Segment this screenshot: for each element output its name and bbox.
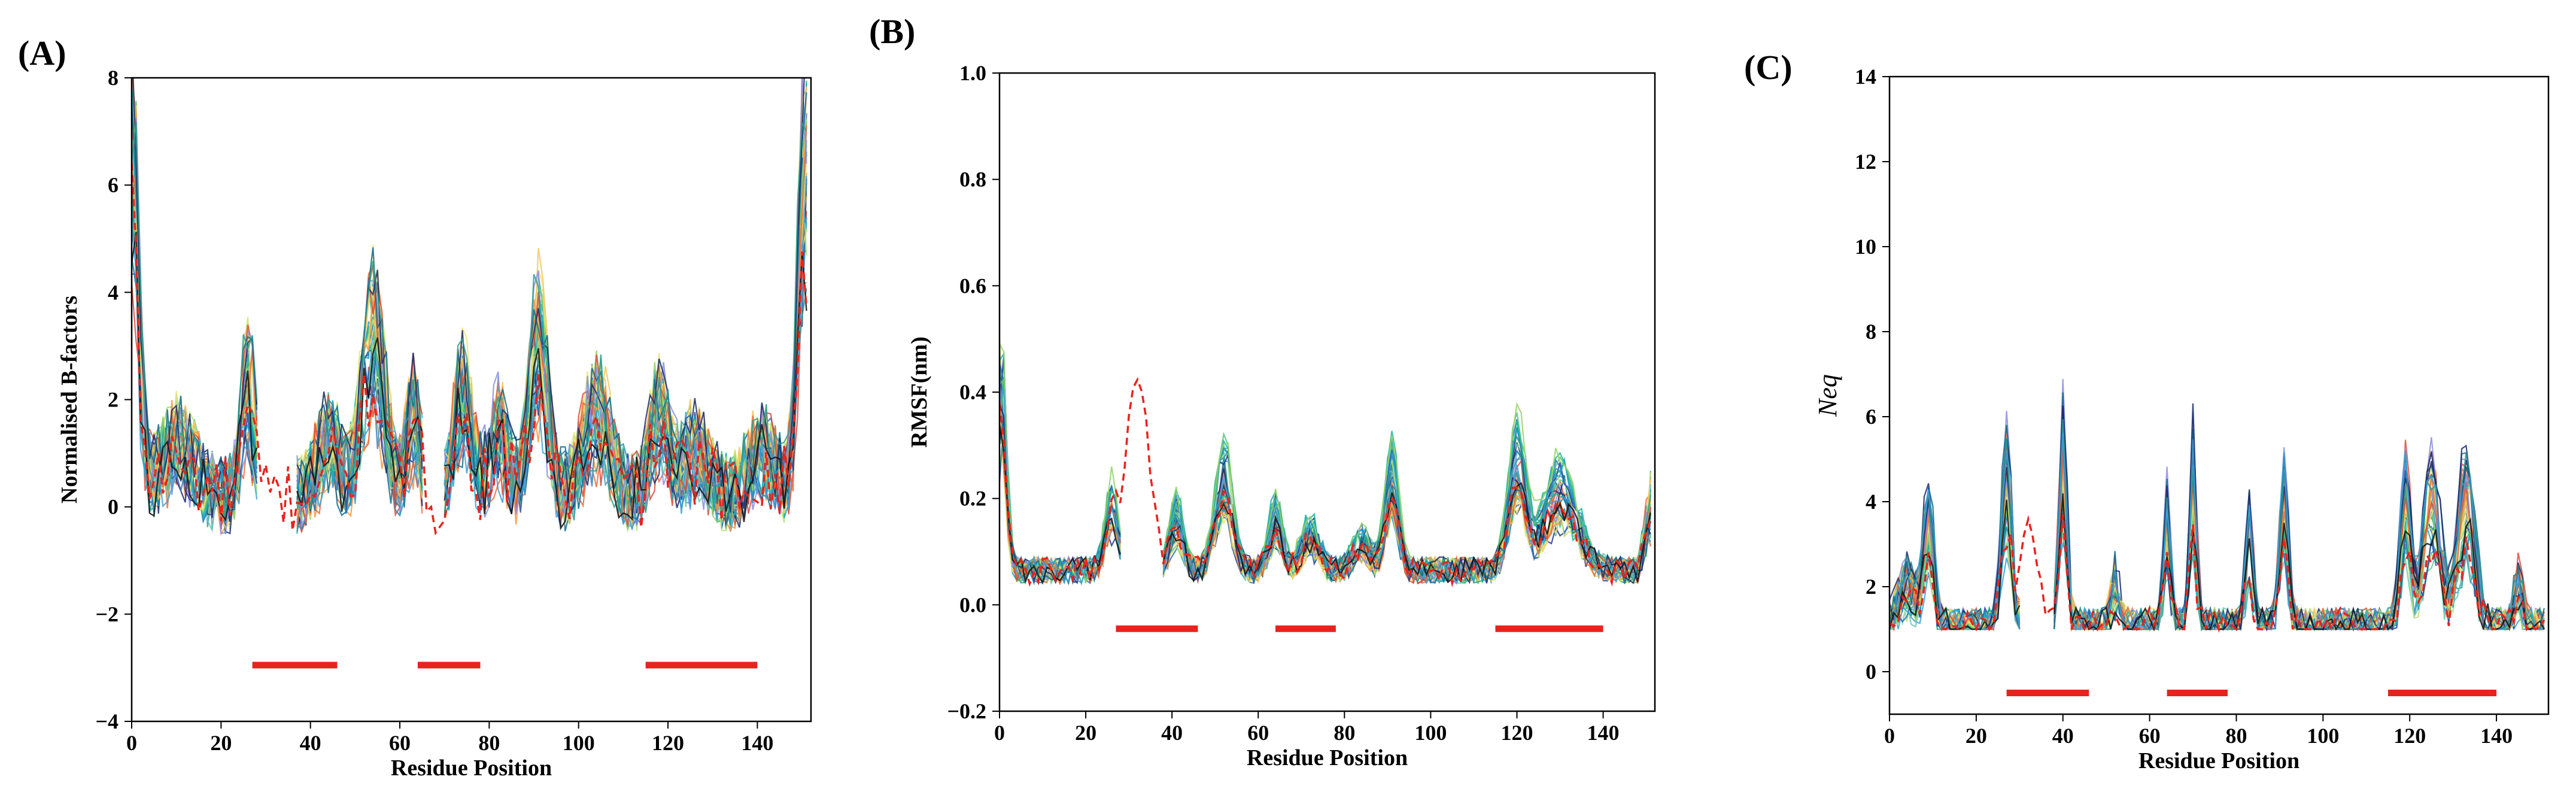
- x-tick-label: 80: [2225, 724, 2247, 748]
- x-tick-label: 60: [2139, 724, 2161, 748]
- series-line: [1000, 339, 1651, 586]
- x-tick-label: 20: [1966, 724, 1987, 748]
- y-tick-label: 4: [1866, 490, 1876, 514]
- y-tick-label: 2: [1866, 575, 1876, 599]
- plot-frame: [998, 72, 1656, 712]
- y-tick-label: 8: [1866, 320, 1876, 344]
- series-group: [1000, 339, 1652, 588]
- x-tick-label: 100: [1414, 721, 1447, 745]
- reference-series-line: [132, 163, 808, 536]
- x-tick-label: 60: [389, 731, 411, 755]
- x-tick-label: 20: [1075, 721, 1096, 745]
- y-tick-label: 2: [108, 388, 119, 412]
- x-tick-label: 40: [2052, 724, 2074, 748]
- x-tick-label: 0: [994, 721, 1005, 745]
- y-axis-title: RMSF(nm): [907, 336, 932, 448]
- x-axis-title: Residue Position: [1247, 745, 1408, 770]
- reference-series-line: [1000, 377, 1652, 588]
- x-axis-title: Residue Position: [391, 756, 552, 781]
- plot-frame: [1888, 75, 2550, 715]
- x-tick-label: 0: [1884, 724, 1895, 748]
- panel-label: (A): [18, 34, 66, 72]
- x-tick-label: 120: [1500, 721, 1533, 745]
- x-tick-label: 80: [1333, 721, 1355, 745]
- x-tick-label: 140: [741, 731, 773, 755]
- series-line: [1890, 432, 2544, 632]
- y-tick-label: 0.6: [959, 274, 986, 298]
- panel-label: (C): [1744, 48, 1793, 87]
- y-tick-label: 0.2: [959, 487, 986, 511]
- panel-c: (C) 0 20 40 60 80 100 120 140 0 2 4 6 8 10 12 14 Residue …: [1744, 48, 2550, 773]
- series-group: [1890, 378, 2545, 633]
- x-tick-label: 60: [1247, 721, 1269, 745]
- y-axis-title: Normalised B-factors: [57, 296, 82, 503]
- y-tick-label: 0.4: [959, 380, 986, 404]
- y-tick-label: −2: [95, 602, 119, 626]
- reference-series-line: [1890, 514, 2545, 633]
- y-tick-label: 6: [1866, 405, 1876, 429]
- x-tick-label: 40: [300, 731, 321, 755]
- x-tick-label: 100: [2307, 724, 2339, 748]
- y-tick-label: 12: [1855, 150, 1876, 174]
- y-tick-label: 4: [108, 280, 119, 304]
- x-tick-label: 20: [210, 731, 232, 755]
- y-tick-label: −4: [95, 709, 119, 733]
- x-tick-label: 80: [478, 731, 500, 755]
- y-tick-label: 0.8: [959, 168, 986, 192]
- x-axis-title: Residue Position: [2138, 748, 2299, 773]
- series-line: [1000, 343, 1651, 585]
- y-tick-label: 1.0: [959, 61, 986, 85]
- y-axis-title: Neq: [1813, 374, 1842, 417]
- y-tick-label: 6: [108, 173, 119, 197]
- x-tick-label: 140: [2480, 724, 2513, 748]
- x-tick-label: 40: [1161, 721, 1183, 745]
- panel-b: (B) 0 20 40 60 80 100 120 140 −0.2 0.0 0.2 0.4 0.6 0.8…: [869, 12, 1656, 770]
- x-tick-label: 100: [563, 731, 595, 755]
- x-tick-label: 120: [2393, 724, 2426, 748]
- y-tick-label: −0.2: [947, 699, 986, 723]
- y-tick-label: 0: [1866, 660, 1876, 684]
- x-tick-label: 0: [126, 731, 137, 755]
- panel-label: (B): [869, 12, 915, 51]
- y-tick-label: 14: [1855, 65, 1876, 89]
- x-tick-label: 140: [1587, 721, 1620, 745]
- y-tick-label: 0.0: [959, 593, 986, 617]
- x-tick-label: 120: [652, 731, 684, 755]
- series-group: [132, 78, 808, 536]
- y-tick-label: 10: [1855, 235, 1876, 259]
- y-tick-label: 8: [108, 66, 119, 90]
- series-line-dark: [1890, 493, 2545, 632]
- panel-a: (A) 0 20 40 60 80 100 120 140 −4 −2 0 2 4 6 8 Residue Po…: [18, 34, 812, 781]
- y-tick-label: 0: [108, 495, 119, 519]
